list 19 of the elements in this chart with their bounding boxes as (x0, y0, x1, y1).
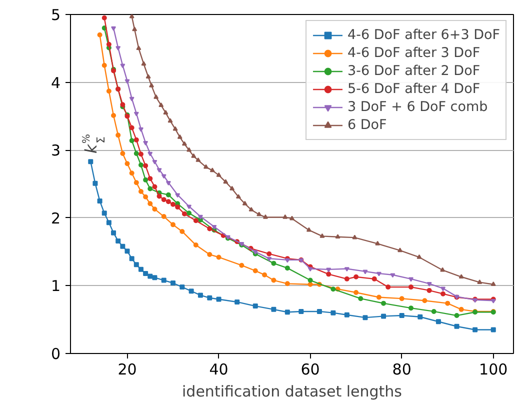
x-tick-label: 60 (300, 360, 320, 378)
y-tick-label: 0 (50, 345, 61, 363)
x-tick-label: 100 (479, 360, 508, 378)
legend-label: 6 DoF (348, 117, 387, 133)
y-axis-title: kΣ% (82, 134, 108, 154)
y-tick-label: 4 (50, 74, 61, 92)
y-tick-label: 5 (50, 6, 61, 24)
legend-label: 5-6 DoF after 4 DoF (348, 81, 480, 97)
x-tick-label: 40 (209, 360, 228, 378)
x-tick-label: 20 (118, 360, 137, 378)
y-tick-label: 1 (50, 277, 61, 296)
legend-label: 3-6 DoF after 2 DoF (348, 63, 480, 79)
y-tick-label: 3 (50, 142, 61, 160)
legend-label: 4-6 DoF after 3 DoF (348, 45, 480, 61)
legend-label: 3 DoF + 6 DoF comb (348, 99, 488, 115)
legend-label: 4-6 DoF after 6+3 DoF (348, 27, 500, 43)
x-axis-title: identification dataset lengths (182, 382, 402, 400)
x-tick-label: 80 (392, 360, 412, 378)
y-tick-label: 2 (50, 209, 61, 228)
